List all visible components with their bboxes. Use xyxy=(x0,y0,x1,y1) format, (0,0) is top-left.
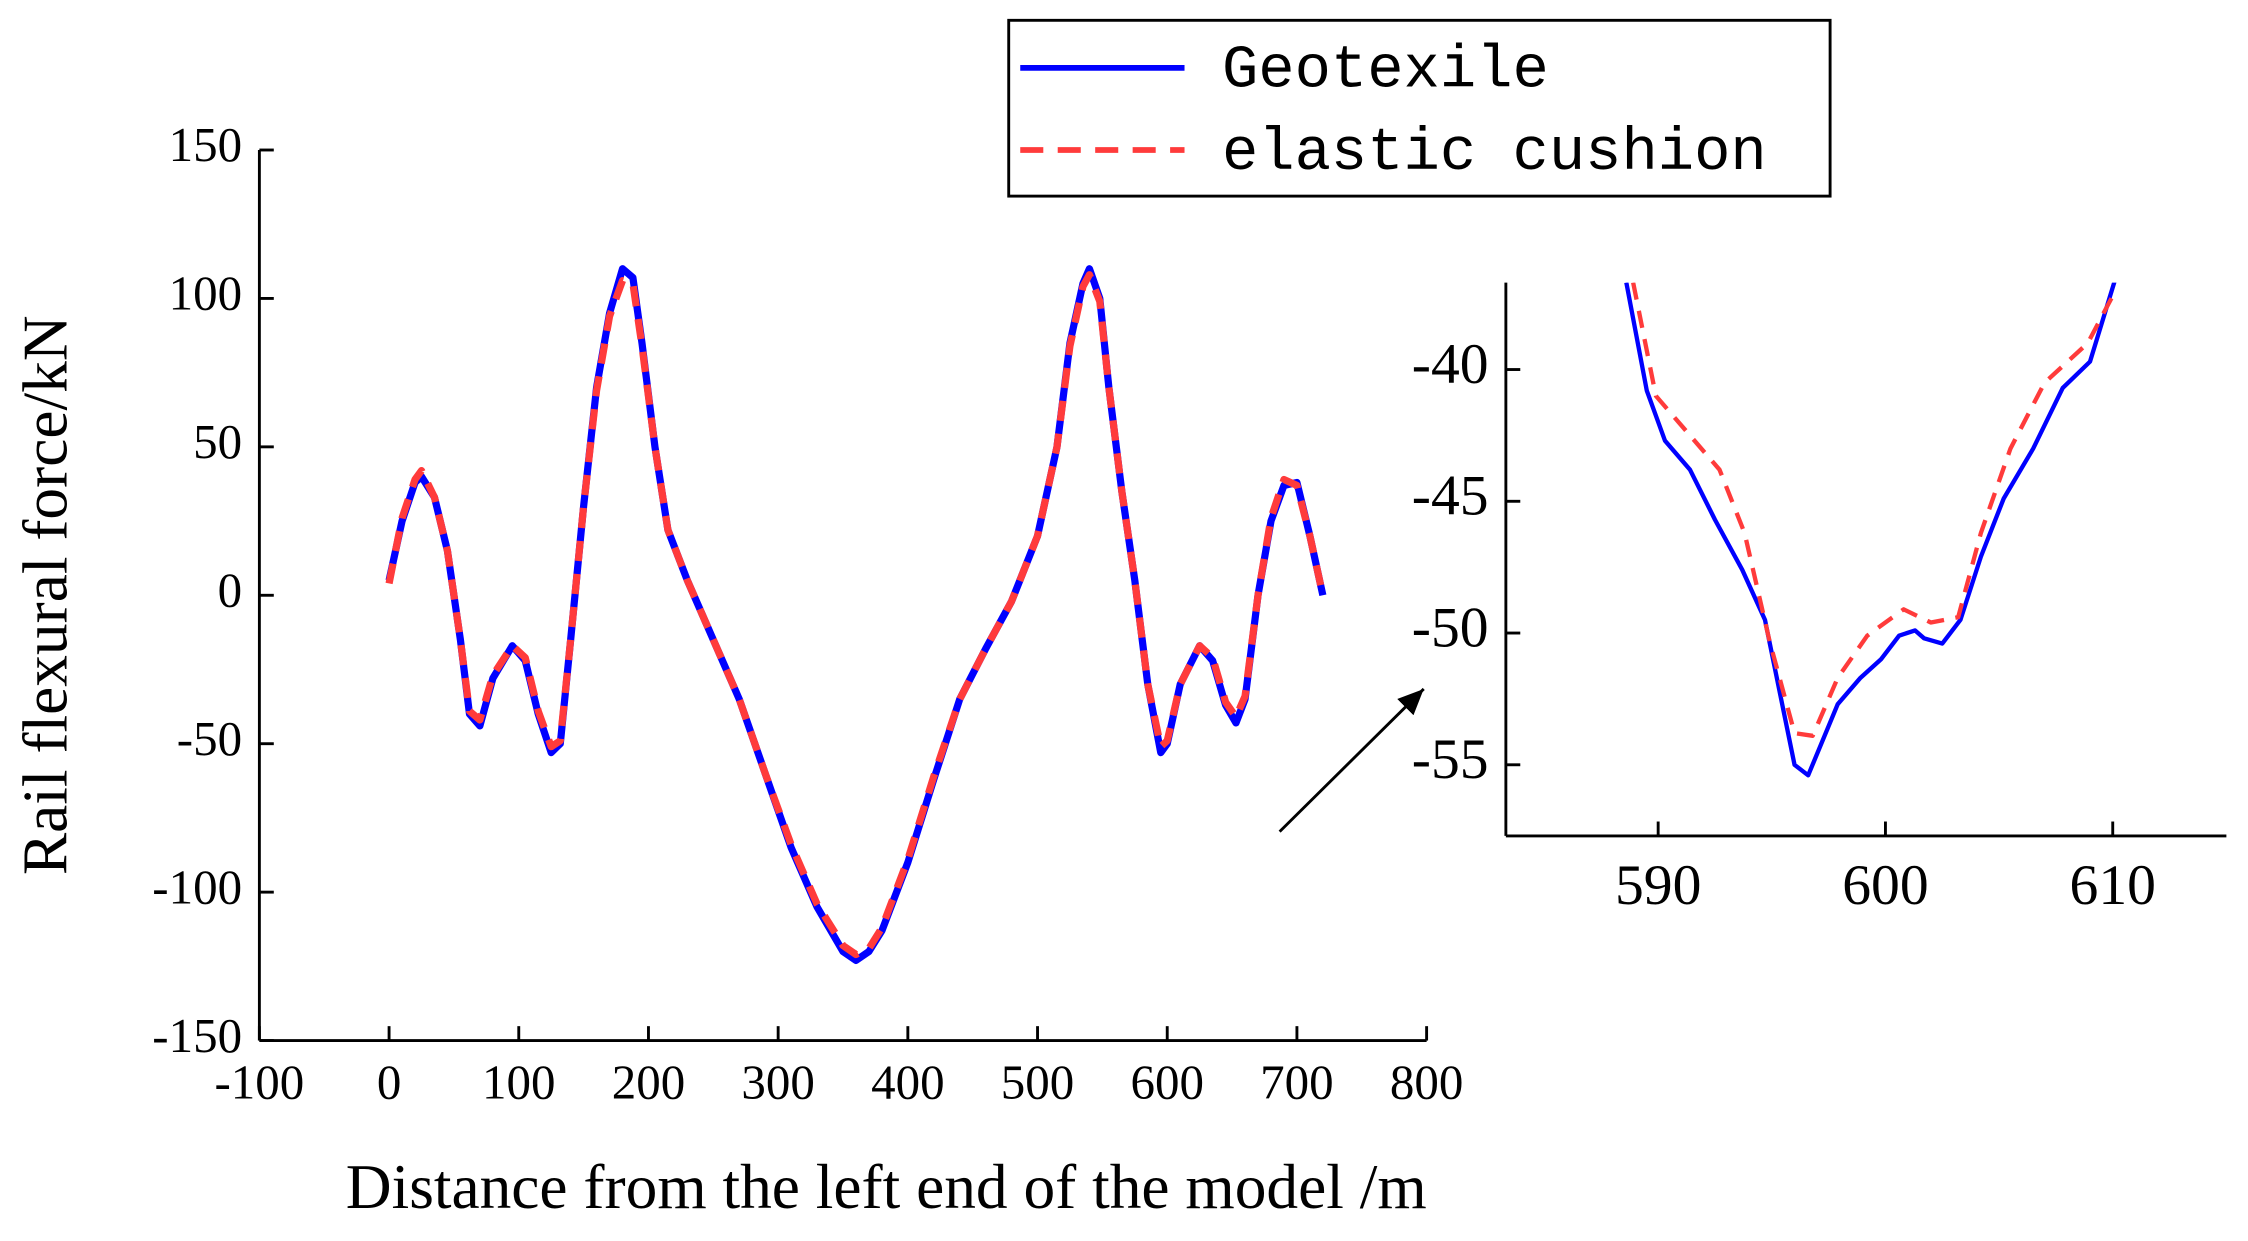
y-tick-label: -45 xyxy=(1412,465,1489,528)
y-tick-label: 100 xyxy=(169,266,242,321)
y-tick-label: 50 xyxy=(193,414,242,469)
y-tick-label: -55 xyxy=(1412,728,1489,791)
legend-label: elastic cushion xyxy=(1222,120,1767,188)
x-tick-label: 200 xyxy=(612,1054,685,1109)
y-tick-label: -50 xyxy=(1412,596,1489,659)
x-tick-label: 590 xyxy=(1615,854,1701,917)
series-line xyxy=(385,271,1327,959)
x-tick-label: 800 xyxy=(1390,1054,1463,1109)
legend-box xyxy=(1007,18,1832,198)
series-line xyxy=(385,265,1327,965)
y-axis-label: Rail flexural force/kN xyxy=(10,315,80,875)
series-line xyxy=(1624,282,2117,778)
legend: Geotexile elastic cushion xyxy=(1007,18,1832,198)
y-tick-label: 0 xyxy=(218,563,243,618)
x-tick-label: 100 xyxy=(482,1054,555,1109)
zoom-arrow xyxy=(1278,687,1425,833)
x-tick-label: 0 xyxy=(377,1054,402,1109)
x-tick-label: 500 xyxy=(1001,1054,1074,1109)
x-tick-label: 400 xyxy=(871,1054,944,1109)
legend-label: Geotexile xyxy=(1222,38,1549,106)
x-tick-label: 600 xyxy=(1842,854,1928,917)
y-tick-label: -50 xyxy=(177,711,242,766)
x-axis-label: Distance from the left end of the model … xyxy=(346,1152,1427,1222)
y-tick-label: -100 xyxy=(152,859,242,914)
y-tick-label: 150 xyxy=(169,117,242,172)
y-tick-label: -40 xyxy=(1412,333,1489,396)
x-tick-label: -100 xyxy=(214,1054,304,1109)
x-tick-label: 700 xyxy=(1260,1054,1333,1109)
series-line xyxy=(1631,282,2115,738)
y-tick-label: -150 xyxy=(152,1008,242,1063)
x-tick-label: 300 xyxy=(741,1054,814,1109)
x-tick-label: 600 xyxy=(1130,1054,1203,1109)
x-tick-label: 610 xyxy=(2070,854,2156,917)
